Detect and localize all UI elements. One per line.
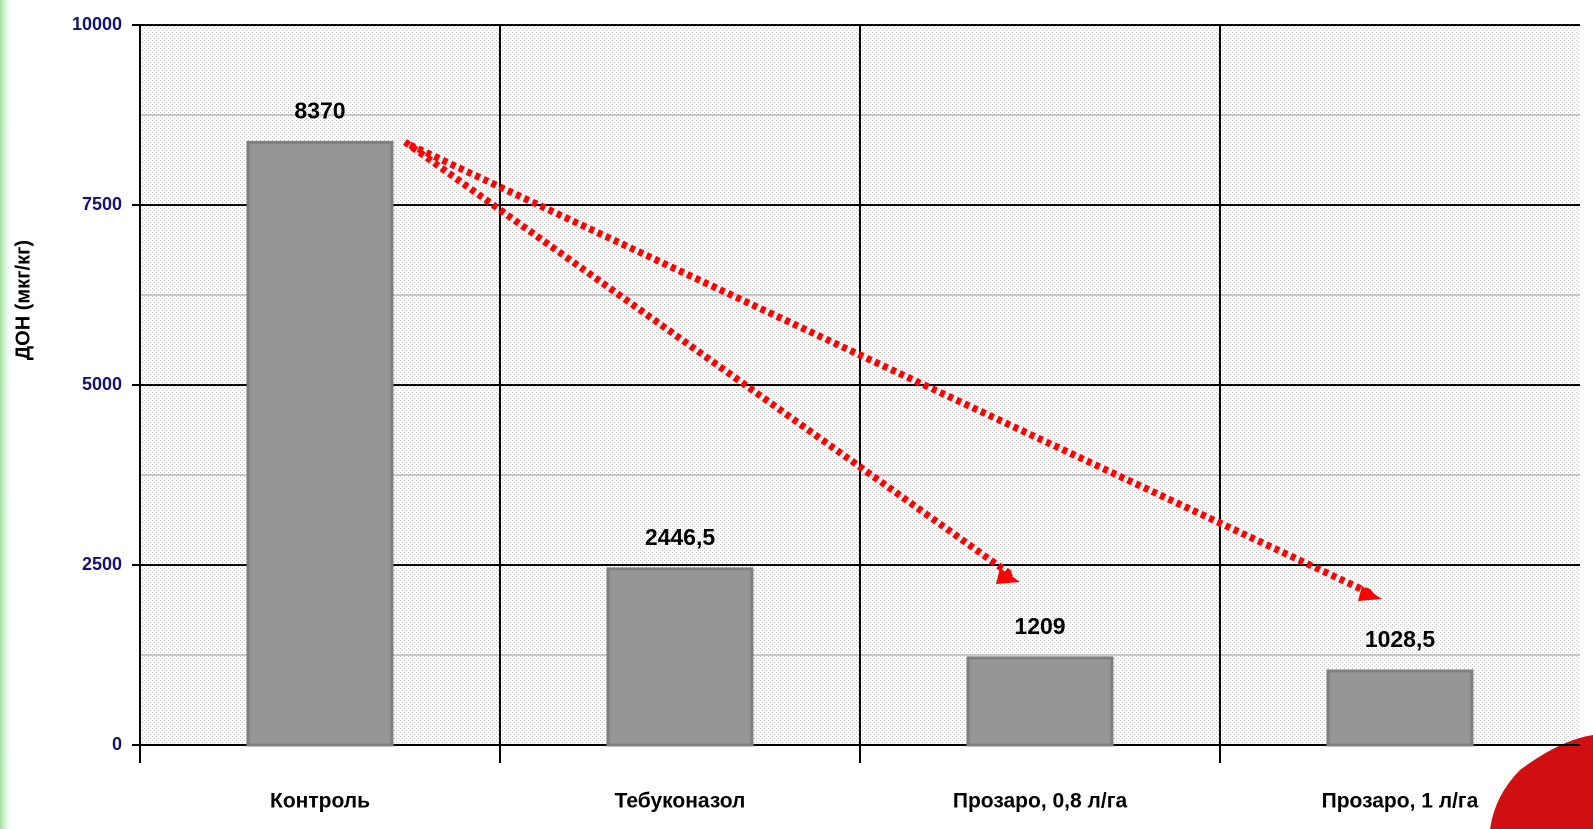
side-strip: [0, 0, 14, 829]
y-tick-label: 10000: [72, 14, 122, 34]
value-label: 1028,5: [1365, 626, 1436, 652]
arrow: [402, 139, 1014, 577]
y-axis-label: ДОН (мкг/кг): [12, 240, 34, 360]
y-tick-label: 2500: [82, 554, 122, 574]
y-tick-label: 7500: [82, 194, 122, 214]
bar: [1326, 669, 1474, 747]
x-tick-label: Контроль: [270, 790, 370, 813]
x-tick-label: Прозаро, 0,8 л/га: [953, 790, 1128, 813]
x-tick-label: Тебуконазол: [615, 790, 746, 813]
y-tick-label: 0: [112, 734, 122, 754]
decor-image: [1490, 735, 1593, 829]
bar: [606, 567, 754, 747]
trend-arrows: [402, 139, 1382, 601]
bar: [966, 656, 1114, 747]
value-label: 8370: [294, 97, 345, 123]
arrow-head: [1358, 586, 1382, 601]
arrow: [408, 141, 1376, 598]
x-tick-label: Прозаро, 1 л/га: [1322, 790, 1479, 813]
bar: [246, 140, 394, 747]
arrow-head: [996, 568, 1020, 584]
value-label: 1209: [1014, 613, 1065, 639]
value-label: 2446,5: [645, 524, 716, 550]
y-tick-label: 5000: [82, 374, 122, 394]
